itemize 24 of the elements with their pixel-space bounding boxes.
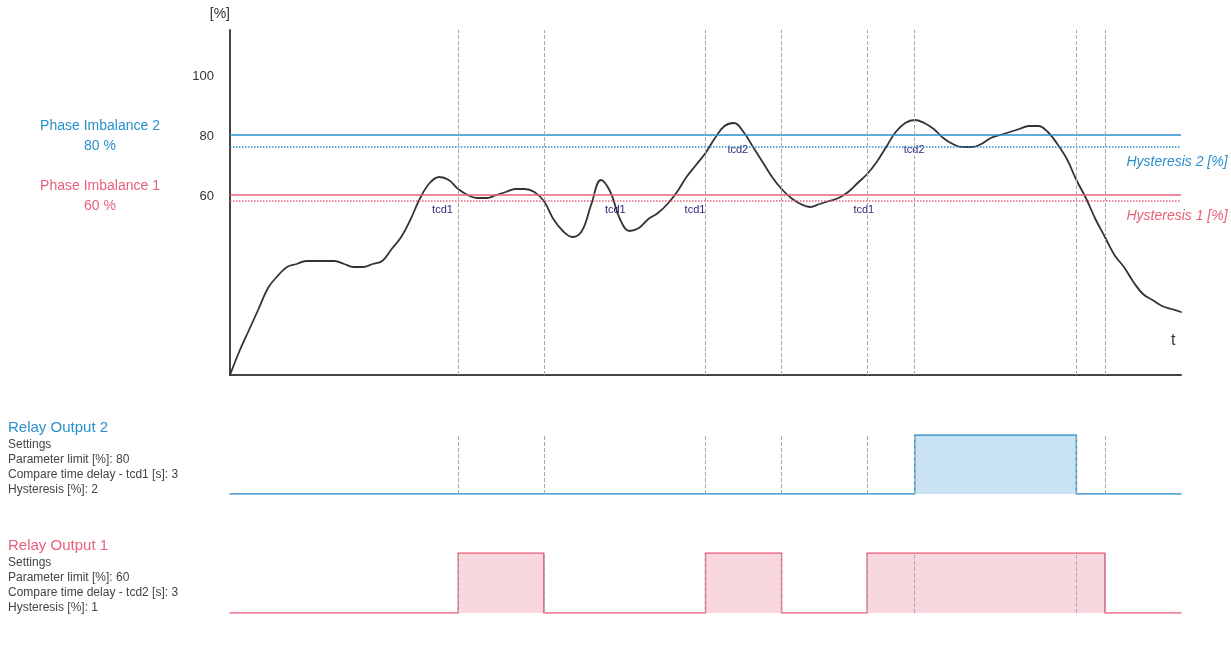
- text: Hysteresis [%]: 2: [8, 482, 99, 496]
- ref-line-label: Hysteresis 1 [%]: [1126, 207, 1229, 223]
- annotation: tcd2: [903, 142, 925, 155]
- y-tick-label: 80: [199, 127, 214, 143]
- annotation: tcd1: [684, 202, 706, 215]
- text: Relay Output 2: [8, 418, 109, 435]
- y-tick-label: 100: [192, 67, 214, 83]
- text: Compare time delay - tcd1 [s]: 3: [8, 467, 179, 481]
- y-tick-label: 60: [199, 187, 214, 203]
- text: Compare time delay - tcd2 [s]: 3: [8, 585, 179, 599]
- text: Parameter limit [%]: 80: [8, 452, 130, 466]
- text: Parameter limit [%]: 60: [8, 570, 130, 584]
- text: Settings: [8, 437, 52, 451]
- text: Relay Output 1: [8, 536, 109, 553]
- annotation: tcd1: [853, 202, 875, 215]
- y-axis-title: [%]: [209, 5, 230, 21]
- ref-line-label: Phase Imbalance 2 80 %: [40, 117, 161, 153]
- annotation: tcd2: [727, 142, 749, 155]
- ref-line-label: Phase Imbalance 1 60 %: [40, 177, 161, 213]
- annotation: tcd1: [432, 202, 453, 215]
- x-axis-title: t: [1171, 330, 1176, 348]
- text: Hysteresis [%]: 1: [8, 600, 99, 614]
- ref-line-label: Hysteresis 2 [%]: [1126, 153, 1229, 169]
- text: Settings: [8, 555, 52, 569]
